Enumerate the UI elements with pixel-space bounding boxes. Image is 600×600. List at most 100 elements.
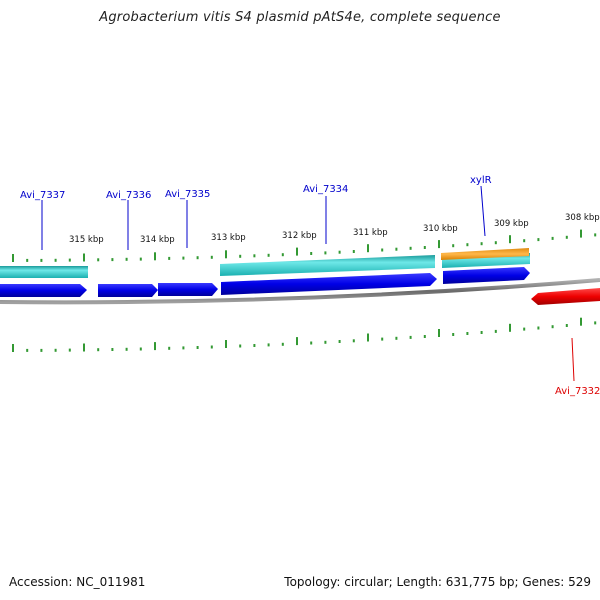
lower-tick (565, 324, 568, 327)
lower-tick (381, 337, 384, 341)
lower-tick (83, 343, 85, 352)
upper-tick (352, 250, 355, 253)
upper-tick (537, 238, 540, 242)
upper-tick (594, 233, 597, 237)
teal-feature-2 (220, 255, 435, 276)
lower-tick (125, 347, 128, 351)
lower-tick (452, 333, 455, 336)
ruler-label-314kbp: 314 kbp (140, 235, 175, 245)
lower-tick (324, 340, 327, 344)
upper-tick (310, 252, 313, 255)
upper-tick (409, 246, 412, 250)
lower-tick (352, 339, 355, 343)
lower-tick (139, 347, 142, 351)
forward-cds-arrow-1 (0, 284, 87, 297)
lower-tick (338, 340, 341, 343)
lower-tick (551, 325, 554, 329)
lower-tick (395, 336, 398, 340)
lower-tick (40, 348, 43, 352)
upper-tick (97, 258, 100, 262)
gene-label-avi-7335: Avi_7335 (165, 189, 210, 200)
ruler-label-311kbp: 311 kbp (353, 228, 388, 238)
upper-tick (438, 240, 440, 249)
upper-tick (154, 252, 156, 261)
lower-tick (196, 346, 199, 349)
accession-text: Accession: NC_011981 (9, 575, 146, 589)
upper-tick (83, 253, 85, 262)
leader-line-xylr (480, 185, 486, 237)
upper-tick (267, 253, 270, 257)
orange-feature (441, 248, 529, 260)
lower-tick (367, 333, 369, 342)
ruler-label-310kbp: 310 kbp (423, 224, 458, 234)
lower-tick (267, 343, 270, 347)
ruler-label-309kbp: 309 kbp (494, 219, 529, 229)
upper-tick (381, 248, 384, 252)
upper-tick (68, 258, 71, 262)
upper-tick-row (12, 229, 597, 262)
upper-tick (338, 250, 341, 254)
upper-tick (551, 236, 554, 240)
lower-tick (12, 344, 14, 352)
lower-tick (594, 321, 597, 325)
lower-tick (423, 335, 426, 338)
upper-tick (253, 254, 256, 258)
upper-tick (367, 244, 369, 253)
gene-label-avi-7337: Avi_7337 (20, 190, 65, 201)
lower-tick (537, 326, 540, 330)
gene-label-avi-7334: Avi_7334 (303, 184, 348, 195)
ruler-labels: 315 kbp 314 kbp 313 kbp 312 kbp 311 kbp … (69, 213, 600, 245)
lower-tick (480, 331, 483, 334)
gene-label-xylr: xylR (470, 175, 492, 186)
lower-tick (154, 342, 156, 351)
upper-tick (125, 257, 128, 261)
upper-tick (40, 258, 43, 262)
upper-tick (480, 242, 483, 246)
lower-tick (466, 332, 469, 335)
gene-label-avi-7332: Avi_7332 (555, 386, 600, 397)
upper-tick (210, 255, 213, 259)
lower-tick (494, 329, 497, 333)
upper-tick (239, 254, 242, 258)
upper-tick (523, 239, 526, 243)
lower-tick (310, 341, 313, 345)
forward-cds-arrow-3 (158, 283, 218, 296)
lower-tick (523, 327, 526, 331)
gene-label-avi-7336: Avi_7336 (106, 190, 151, 201)
upper-tick (296, 247, 298, 256)
lower-tick-row (12, 317, 597, 352)
backbone-arc (0, 278, 600, 305)
upper-tick (565, 235, 568, 239)
lower-tick (409, 335, 412, 339)
upper-tick (139, 257, 142, 261)
upper-tick (196, 256, 199, 260)
reverse-cds-arrow (531, 288, 600, 305)
lower-tick (182, 346, 185, 350)
upper-tick (324, 251, 327, 255)
gene-leader-lines (41, 185, 575, 382)
upper-tick (182, 256, 185, 260)
lower-tick (97, 348, 100, 352)
lower-tick (111, 348, 114, 351)
lower-tick (239, 344, 242, 348)
forward-cds-arrow-5 (443, 267, 530, 284)
upper-tick (26, 258, 29, 262)
teal-feature-1 (0, 266, 88, 278)
lower-tick (168, 346, 171, 350)
lower-tick (225, 340, 227, 348)
map-title: Agrobacterium vitis S4 plasmid pAtS4e, c… (99, 10, 501, 25)
upper-tick (580, 229, 582, 238)
lower-tick (54, 348, 57, 352)
ruler-label-315kbp: 315 kbp (69, 235, 104, 245)
forward-cds-arrow-2 (98, 284, 158, 297)
upper-tick (12, 254, 14, 262)
upper-tick (281, 253, 284, 257)
lower-tick (68, 348, 71, 352)
gene-labels: Avi_7337 Avi_7336 Avi_7335 Avi_7334 xylR… (20, 175, 600, 397)
lower-tick (438, 329, 440, 337)
upper-tick (111, 258, 114, 262)
upper-tick (225, 250, 227, 259)
upper-tick (423, 246, 426, 249)
topology-summary-text: Topology: circular; Length: 631,775 bp; … (284, 575, 591, 589)
ruler-label-308kbp: 308 kbp (565, 213, 600, 223)
